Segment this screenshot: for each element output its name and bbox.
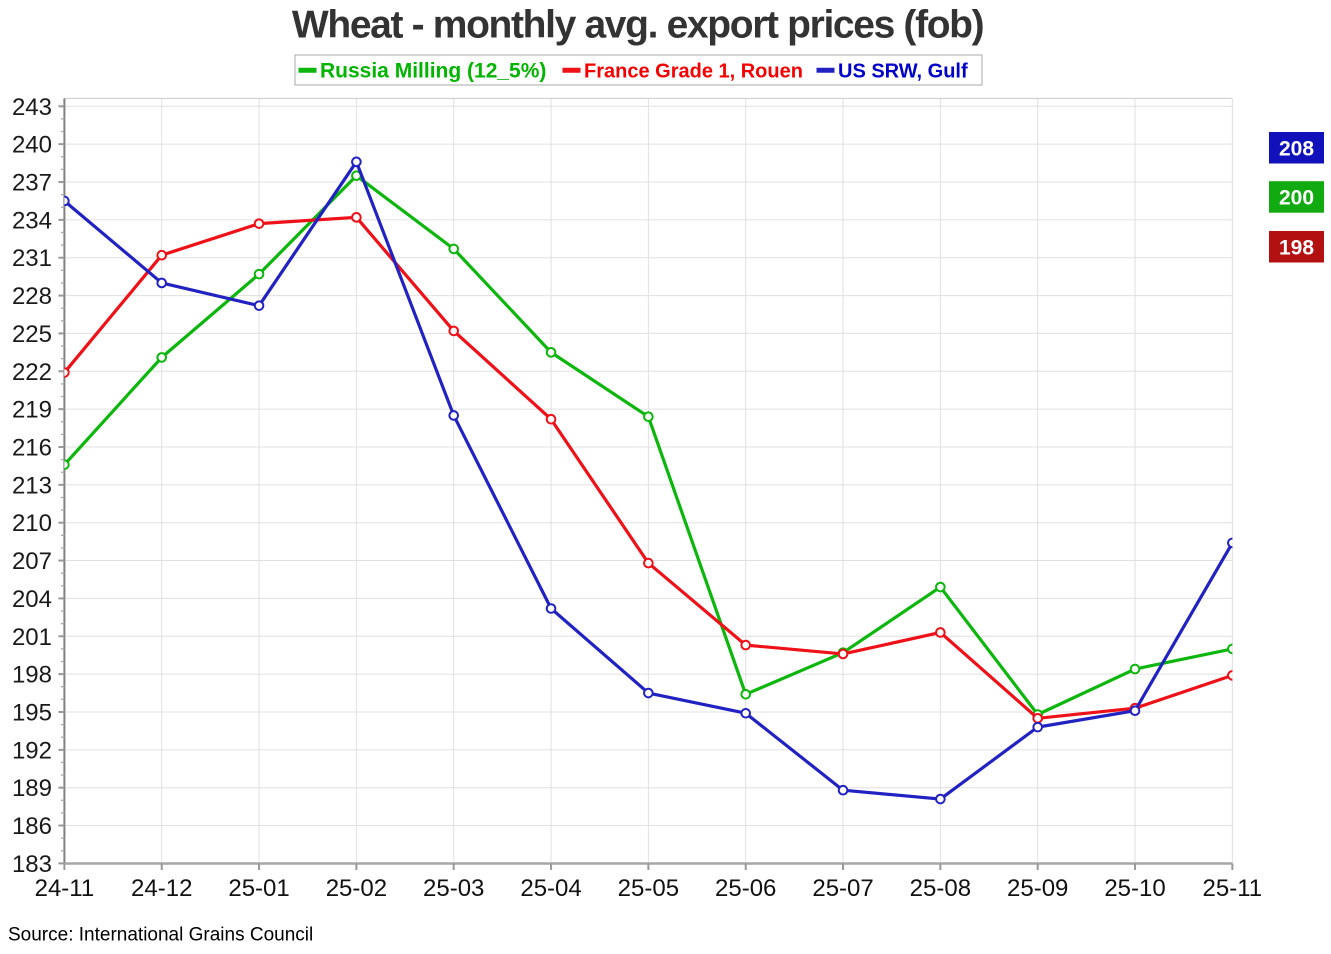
svg-text:25-01: 25-01 (228, 875, 289, 902)
svg-text:216: 216 (12, 435, 52, 462)
svg-text:24-11: 24-11 (35, 875, 95, 902)
svg-text:213: 213 (12, 472, 52, 499)
svg-text:25-05: 25-05 (618, 875, 679, 902)
svg-text:219: 219 (12, 397, 52, 424)
svg-text:208: 208 (1279, 137, 1314, 160)
svg-text:25-08: 25-08 (910, 875, 971, 902)
svg-text:234: 234 (12, 207, 52, 234)
svg-text:186: 186 (12, 813, 52, 840)
svg-text:Russia Milling (12_5%): Russia Milling (12_5%) (320, 59, 546, 82)
svg-text:US SRW, Gulf: US SRW, Gulf (838, 60, 968, 82)
svg-text:25-10: 25-10 (1104, 875, 1165, 902)
svg-text:25-06: 25-06 (715, 875, 776, 902)
svg-text:France Grade 1, Rouen: France Grade 1, Rouen (584, 60, 803, 82)
svg-text:240: 240 (12, 132, 52, 159)
svg-text:183: 183 (12, 851, 52, 878)
svg-text:222: 222 (12, 359, 52, 386)
svg-text:198: 198 (1279, 236, 1314, 259)
svg-text:231: 231 (12, 245, 52, 272)
svg-text:Source: International Grains C: Source: International Grains Council (8, 925, 313, 946)
svg-text:25-09: 25-09 (1007, 875, 1068, 902)
svg-text:192: 192 (12, 737, 52, 764)
svg-text:207: 207 (12, 548, 52, 575)
svg-text:198: 198 (12, 662, 52, 689)
svg-text:228: 228 (12, 283, 52, 310)
svg-text:189: 189 (12, 775, 52, 802)
svg-text:24-12: 24-12 (131, 875, 192, 902)
svg-text:210: 210 (12, 510, 52, 537)
svg-text:225: 225 (12, 321, 52, 348)
svg-text:25-04: 25-04 (520, 875, 581, 902)
svg-text:200: 200 (1279, 187, 1314, 210)
svg-text:25-03: 25-03 (423, 875, 484, 902)
svg-text:25-02: 25-02 (326, 875, 387, 902)
svg-text:201: 201 (12, 624, 52, 651)
svg-text:204: 204 (12, 586, 52, 613)
svg-text:25-11: 25-11 (1203, 875, 1263, 902)
svg-text:237: 237 (12, 170, 52, 197)
svg-text:25-07: 25-07 (812, 875, 873, 902)
svg-text:243: 243 (12, 94, 52, 121)
svg-text:Wheat - monthly avg. export pr: Wheat - monthly avg. export prices (fob) (292, 4, 984, 47)
svg-text:195: 195 (12, 699, 52, 726)
